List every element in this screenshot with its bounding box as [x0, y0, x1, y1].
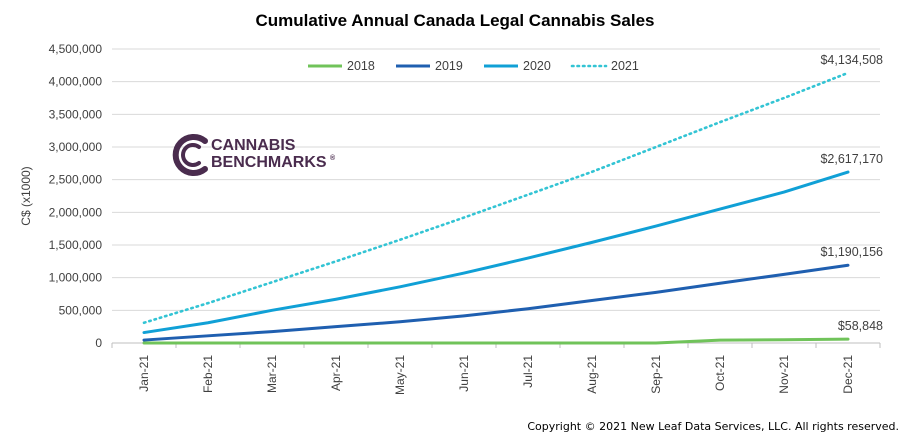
y-tick-label: 1,000,000 [49, 271, 103, 285]
y-axis-ticks: 0 500,000 1,000,000 1,500,000 2,000,000 2,500… [49, 42, 103, 350]
data-label-2018: $58,848 [838, 319, 883, 333]
legend-label-2019: 2019 [435, 59, 463, 73]
series-lines [142, 71, 850, 345]
x-tick-label: Aug-21 [585, 355, 599, 394]
grid [112, 48, 880, 344]
x-tick-label: Nov-21 [777, 355, 791, 394]
legend: 2018 2019 2020 2021 [308, 59, 639, 73]
logo-line1: CANNABIS [211, 137, 296, 154]
y-tick-label: 1,500,000 [49, 238, 103, 252]
x-tick-label: Jan-21 [137, 355, 151, 392]
x-tick-label: Mar-21 [265, 355, 279, 393]
legend-label-2021: 2021 [611, 59, 639, 73]
series-line-2021 [142, 71, 850, 325]
y-tick-label: 0 [95, 336, 102, 350]
series-line-2019 [142, 263, 850, 342]
x-tick-label: Apr-21 [329, 355, 343, 391]
y-tick-label: 4,000,000 [49, 75, 103, 89]
legend-label-2018: 2018 [347, 59, 375, 73]
series-line-2018 [142, 337, 850, 345]
x-tick-label: Dec-21 [841, 355, 855, 394]
series-line-2020 [142, 170, 850, 335]
y-tick-label: 4,500,000 [49, 42, 103, 56]
y-tick-label: 3,500,000 [49, 107, 103, 121]
copyright-text: Copyright © 2021 New Leaf Data Services,… [527, 420, 899, 433]
y-tick-label: 3,000,000 [49, 140, 103, 154]
x-tick-label: May-21 [393, 355, 407, 395]
x-tick-label: Sep-21 [649, 355, 663, 394]
logo-line2: BENCHMARKS [211, 154, 327, 171]
cannabis-benchmarks-logo: CANNABIS BENCHMARKS ® [172, 134, 336, 176]
data-label-2021: $4,134,508 [820, 53, 883, 67]
y-tick-label: 2,000,000 [49, 205, 103, 219]
y-tick-label: 500,000 [59, 303, 103, 317]
x-tick-label: Oct-21 [713, 355, 727, 391]
legend-label-2020: 2020 [523, 59, 551, 73]
logo-mark-icon [172, 134, 208, 176]
x-tick-label: Feb-21 [201, 355, 215, 393]
x-tick-label: Jul-21 [521, 355, 535, 388]
y-tick-label: 2,500,000 [49, 173, 103, 187]
y-axis-label: C$ (x1000) [19, 166, 33, 225]
x-axis-ticks: Jan-21 Feb-21 Mar-21 Apr-21 May-21 Jun-21 Jul-… [111, 343, 881, 395]
chart-title: Cumulative Annual Canada Legal Cannabis … [256, 11, 655, 30]
logo-registered-mark: ® [330, 154, 336, 162]
data-labels: $58,848 $1,190,156 $2,617,170 $4,134,508 [820, 53, 883, 333]
data-label-2020: $2,617,170 [820, 152, 883, 166]
data-label-2019: $1,190,156 [820, 245, 883, 259]
x-tick-label: Jun-21 [457, 355, 471, 392]
